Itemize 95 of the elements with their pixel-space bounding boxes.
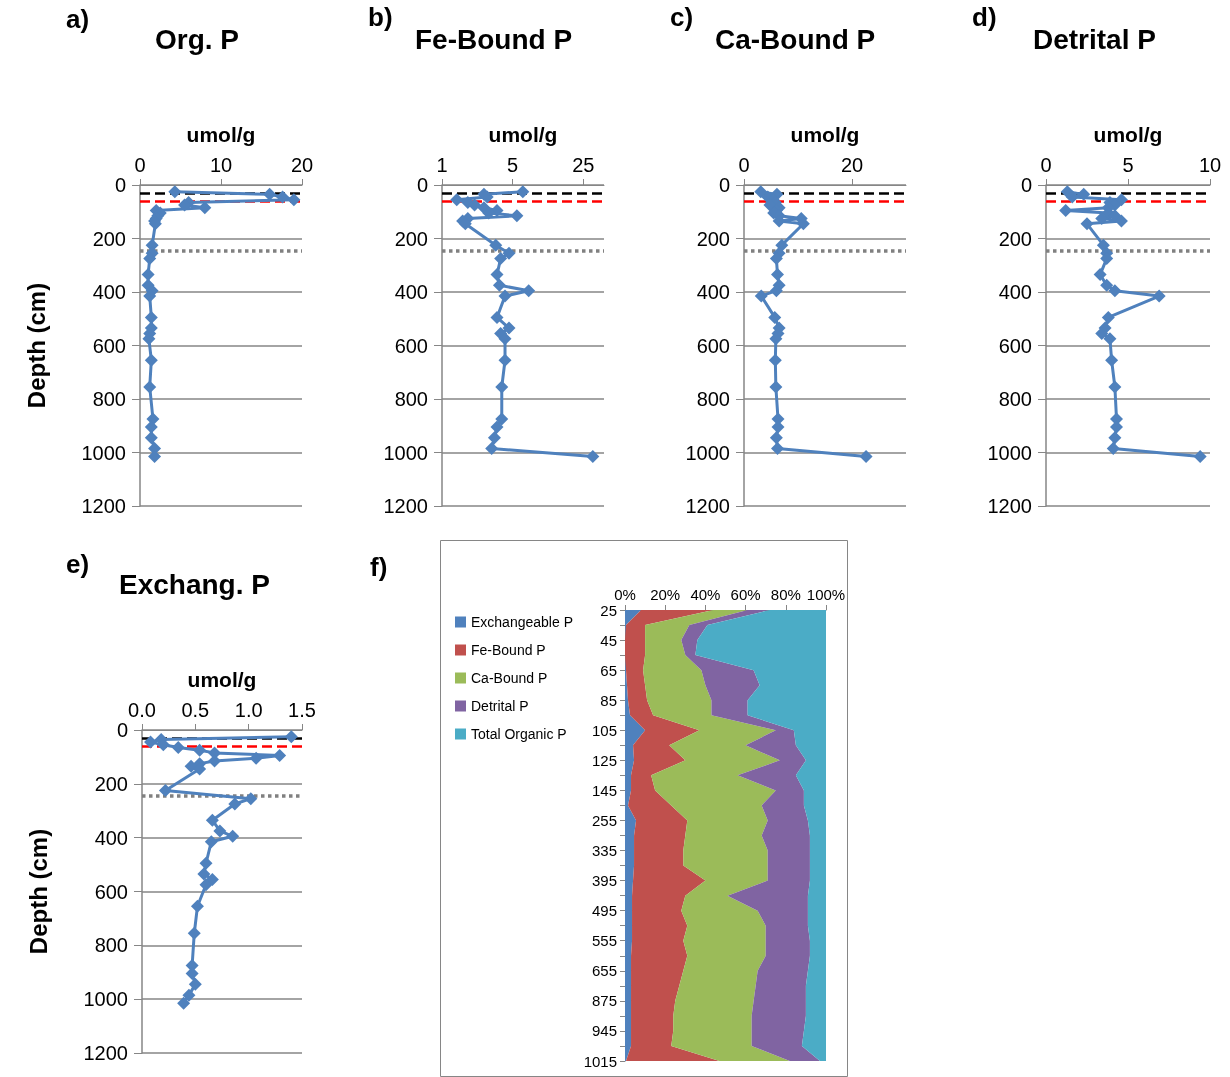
chart-title: Org. P [155,23,240,55]
y-tick-label: 800 [92,388,126,410]
legend-label: Ca-Bound P [471,670,548,686]
y-tick-label: 1000 [83,988,128,1011]
x-tick-label: 20 [840,154,864,176]
y-tick-label: 25 [600,601,617,619]
y-tick-label: 200 [394,227,428,250]
y-axis-title: Depth (cm) [22,282,50,409]
chart-title: Detrital P [1033,23,1156,55]
y-tick-label: 495 [591,902,617,920]
y-tick-label: 0 [1020,174,1032,196]
y-tick-label: 45 [600,631,617,649]
chart-title: Fe-Bound P [415,23,573,55]
x-tick-label: 40% [690,586,721,603]
legend-label: Total Organic P [471,726,567,742]
x-tick-label: 25 [572,154,595,176]
legend-label: Detrital P [471,698,529,714]
x-tick-label: 1.5 [288,699,316,721]
y-tick-label: 200 [94,772,128,795]
y-tick-label: 875 [591,992,617,1010]
x-tick-label: 10 [209,154,233,176]
y-tick-label: 400 [696,281,730,303]
y-tick-label: 655 [591,962,617,980]
text: f) [370,552,388,582]
y-tick-label: 600 [94,880,128,903]
y-tick-label: 200 [998,227,1032,250]
y-tick-label: 945 [591,1022,617,1040]
x-axis-title: umol/g [187,668,257,691]
y-tick-label: 400 [92,281,126,303]
y-tick-label: 0 [416,174,428,196]
y-axis-title: Depth (cm) [24,828,52,955]
legend-label: Fe-Bound P [471,642,546,658]
y-tick-label: 255 [591,811,617,829]
x-tick-label: 0.5 [181,699,210,721]
y-tick-label: 0 [114,174,126,196]
x-tick-label: 10 [1198,154,1222,176]
text: c) [670,2,694,32]
y-tick-label: 555 [591,932,617,950]
y-tick-label: 1000 [685,441,730,464]
legend-label: Exchangeable P [471,614,573,630]
y-tick-label: 800 [94,934,128,957]
y-tick-label: 1200 [685,495,730,517]
text: a) [66,4,90,34]
y-tick-label: 1200 [81,495,126,517]
y-tick-label: 1015 [583,1052,617,1070]
x-tick-label: 100% [806,586,846,603]
y-tick-label: 335 [591,842,617,860]
y-tick-label: 800 [696,388,730,410]
y-tick-label: 1200 [83,1042,128,1064]
y-tick-label: 125 [591,751,617,769]
y-tick-label: 800 [998,388,1032,410]
x-tick-label: 0% [614,586,636,603]
text: d) [972,2,997,32]
x-tick-label: 1 [436,154,448,176]
y-tick-label: 400 [94,826,128,849]
y-tick-label: 105 [591,721,617,739]
y-tick-label: 800 [394,388,428,410]
text: e) [66,549,90,579]
x-tick-label: 20% [650,586,681,603]
y-tick-label: 200 [696,227,730,250]
x-tick-label: 60% [730,586,761,603]
x-tick-label: 5 [507,154,519,176]
text: b) [368,2,393,32]
y-tick-label: 200 [92,227,126,250]
x-axis-title: umol/g [790,123,860,146]
y-tick-label: 1200 [383,495,428,517]
y-tick-label: 600 [696,334,730,357]
x-tick-label: 1.0 [234,699,263,721]
y-tick-label: 1000 [383,441,428,464]
x-tick-label: 20 [290,154,314,176]
x-tick-label: 0 [1040,154,1052,176]
y-tick-label: 65 [600,661,617,679]
y-tick-label: 145 [591,781,617,799]
chart-title: Ca-Bound P [715,23,876,55]
y-tick-label: 0 [718,174,730,196]
chart-title: Exchang. P [119,568,270,600]
x-tick-label: 80% [770,586,801,603]
y-tick-label: 1200 [987,495,1032,517]
y-tick-label: 600 [998,334,1032,357]
y-tick-label: 395 [591,872,617,890]
y-tick-label: 600 [394,334,428,357]
y-tick-label: 1000 [987,441,1032,464]
y-tick-label: 1000 [81,441,126,464]
y-tick-label: 400 [394,281,428,303]
y-tick-label: 400 [998,281,1032,303]
x-tick-label: 0 [134,154,146,176]
y-tick-label: 85 [600,691,617,709]
x-axis-title: umol/g [1093,123,1163,146]
x-tick-label: 0.0 [128,699,156,721]
x-axis-title: umol/g [488,123,558,146]
x-tick-label: 5 [1122,154,1134,176]
y-tick-label: 600 [92,334,126,357]
x-tick-label: 0 [738,154,750,176]
x-axis-title: umol/g [186,123,256,146]
y-tick-label: 0 [116,719,128,741]
